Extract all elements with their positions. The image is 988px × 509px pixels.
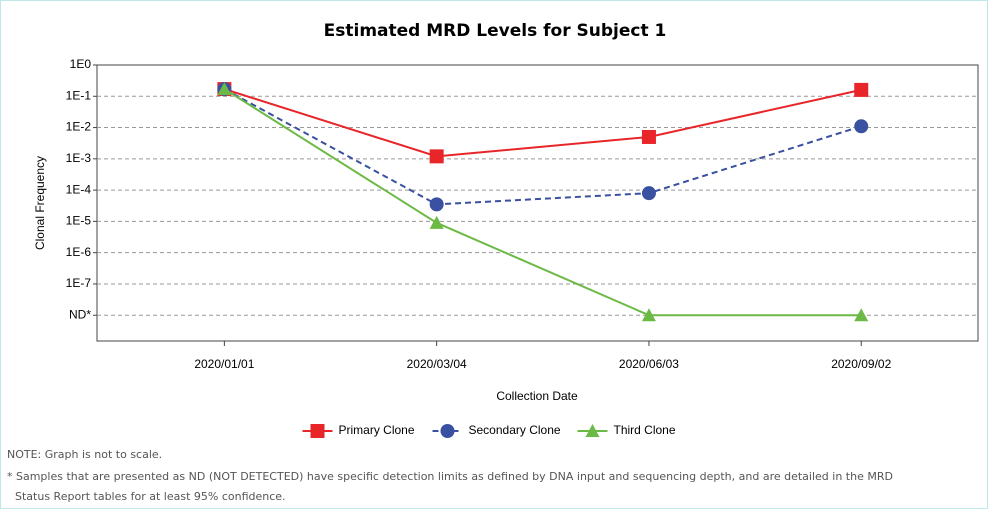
legend-label: Secondary Clone bbox=[469, 423, 561, 437]
y-tick-label: 1E0 bbox=[70, 57, 92, 71]
note: * Samples that are presented as ND (NOT … bbox=[7, 470, 893, 483]
legend-label: Third Clone bbox=[614, 423, 676, 437]
data-point bbox=[429, 197, 444, 212]
data-point bbox=[641, 129, 656, 144]
plot-area bbox=[96, 64, 979, 342]
x-tick-label: 2020/09/02 bbox=[831, 357, 891, 371]
y-tick-label: 1E-5 bbox=[66, 214, 92, 228]
data-point bbox=[854, 119, 869, 134]
y-axis-label: Clonal Frequency bbox=[33, 156, 47, 250]
x-tick-label: 2020/06/03 bbox=[619, 357, 679, 371]
x-tick-label: 2020/01/01 bbox=[194, 357, 254, 371]
data-point bbox=[854, 82, 869, 97]
y-tick-label: 1E-1 bbox=[66, 88, 92, 102]
data-point bbox=[217, 82, 232, 96]
y-tick-label: 1E-3 bbox=[66, 151, 92, 165]
y-tick-label: 1E-6 bbox=[66, 245, 92, 259]
legend-marker bbox=[440, 424, 455, 438]
legend-label: Primary Clone bbox=[339, 423, 415, 437]
note: Status Report tables for at least 95% co… bbox=[15, 490, 286, 503]
note: NOTE: Graph is not to scale. bbox=[7, 448, 163, 461]
data-point bbox=[641, 186, 656, 201]
data-point bbox=[641, 308, 656, 322]
y-tick-label: 1E-7 bbox=[66, 276, 92, 290]
chart: Estimated MRD Levels for Subject 1 Clona… bbox=[33, 21, 979, 438]
legend-marker bbox=[585, 424, 600, 437]
series-line bbox=[224, 88, 862, 158]
data-point bbox=[429, 215, 444, 229]
y-tick-label: ND* bbox=[69, 307, 91, 321]
series-line bbox=[223, 88, 862, 206]
x-axis-label: Collection Date bbox=[496, 389, 578, 403]
data-point bbox=[854, 308, 869, 322]
data-point bbox=[429, 149, 444, 164]
y-tick-label: 1E-2 bbox=[66, 120, 92, 134]
series-line bbox=[223, 88, 862, 317]
chart-title: Estimated MRD Levels for Subject 1 bbox=[324, 21, 667, 41]
x-tick-label: 2020/03/04 bbox=[407, 357, 467, 371]
legend-marker bbox=[310, 424, 325, 438]
y-tick-label: 1E-4 bbox=[66, 182, 92, 196]
